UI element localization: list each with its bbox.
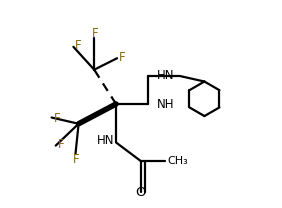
Text: O: O <box>136 186 146 199</box>
Text: CH₃: CH₃ <box>167 156 188 166</box>
Text: F: F <box>92 27 98 40</box>
Text: F: F <box>58 138 64 151</box>
Text: HN: HN <box>96 134 114 147</box>
Text: NH: NH <box>157 98 174 110</box>
Text: HN: HN <box>157 69 174 82</box>
Text: F: F <box>54 112 60 125</box>
Text: F: F <box>119 51 125 64</box>
Text: F: F <box>75 39 82 52</box>
Text: F: F <box>73 153 80 166</box>
